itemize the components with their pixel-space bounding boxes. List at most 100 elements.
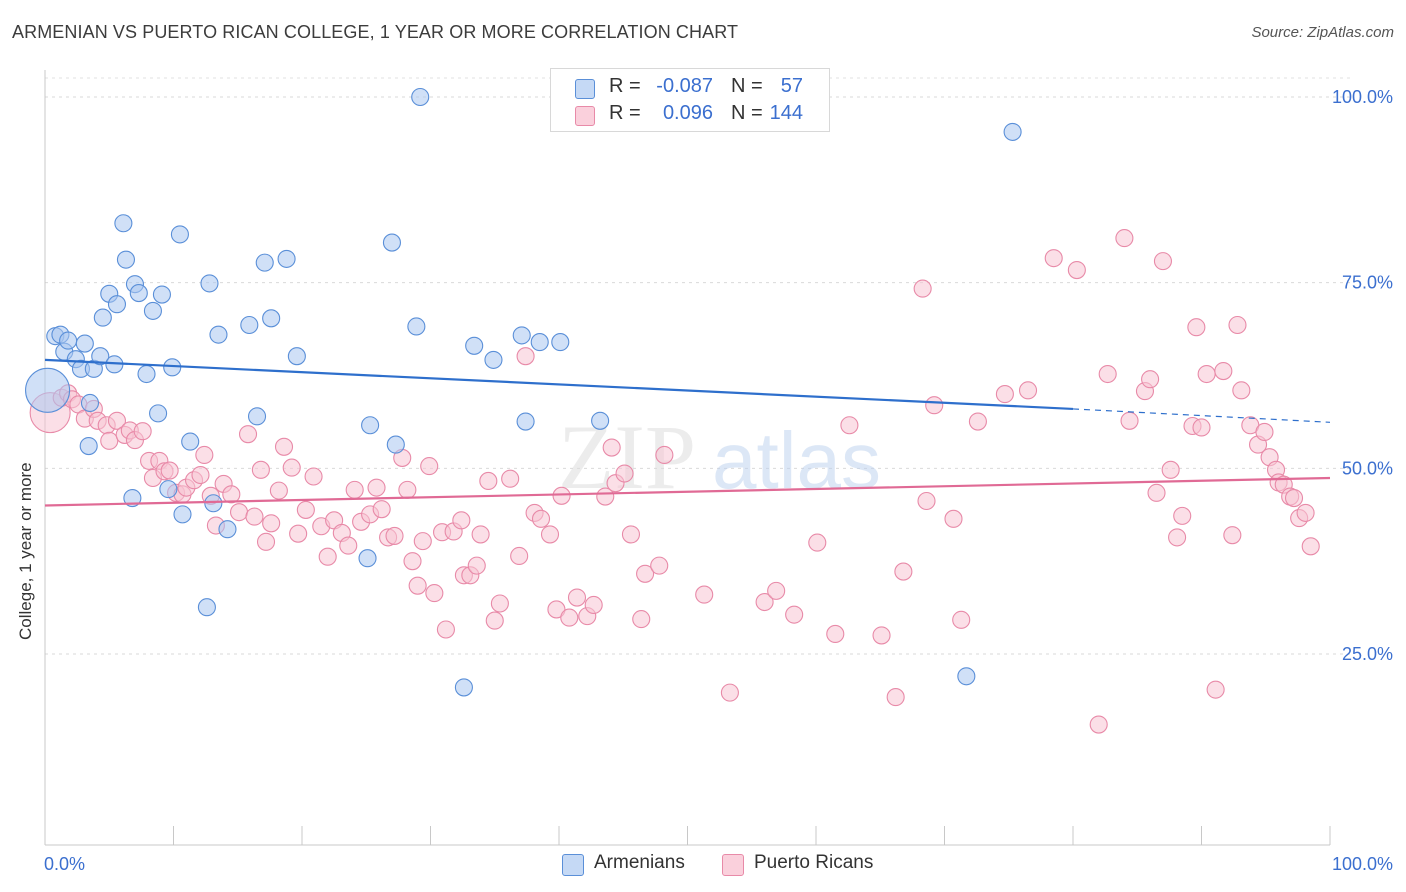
r-label: R = (609, 75, 641, 97)
puerto-rican-point (490, 594, 509, 613)
y-tick-label: 25.0% (1342, 644, 1393, 664)
armenian-point (93, 308, 112, 327)
puerto-rican-point (650, 556, 669, 575)
armenian-point (91, 347, 110, 366)
puerto-rican-point (1228, 315, 1247, 335)
puerto-rican-point (917, 491, 936, 511)
puerto-rican-point (826, 624, 845, 643)
armenian-point (173, 505, 192, 524)
puerto-rican-point (222, 485, 241, 504)
puerto-rican-point (1187, 318, 1206, 337)
stats-row-puerto-ricans: R = 0.096 N = 144 (551, 102, 829, 128)
puerto-rican-point (485, 611, 504, 630)
puerto-rican-point (282, 458, 301, 477)
armenian-point (465, 336, 484, 355)
puerto-rican-point (968, 412, 987, 431)
puerto-rican-point (479, 471, 498, 491)
armenian-point (247, 407, 267, 426)
armenian-point (262, 309, 281, 328)
puerto-rican-point (1141, 370, 1160, 389)
puerto-rican-point (1255, 422, 1274, 441)
armenian-swatch (562, 854, 584, 876)
puerto-rican-point (107, 411, 127, 430)
puerto-rican-point (1284, 488, 1304, 508)
armenian-point (137, 364, 156, 384)
armenian-point (114, 214, 133, 233)
n-value: 57 (780, 75, 803, 97)
puerto-rican-point (245, 507, 264, 526)
armenian-point (530, 333, 549, 352)
puerto-rican-point (413, 532, 432, 551)
puerto-rican-point (262, 514, 281, 533)
armenian-point (1003, 122, 1022, 141)
puerto-rican-point (372, 500, 391, 519)
armenian-point (197, 598, 216, 617)
trend-lines (44, 358, 1331, 507)
puerto-rican-point (318, 547, 337, 566)
puerto-rican-point (584, 595, 603, 615)
puerto-rican-point (547, 600, 566, 619)
puerto-rican-point (1018, 381, 1038, 400)
y-tick-label: 100.0% (1332, 87, 1393, 107)
puerto-rican-point (229, 503, 249, 522)
armenian-point (287, 347, 306, 366)
x-tick-label: 100.0% (1332, 854, 1393, 874)
puerto-rican-point (1223, 526, 1242, 545)
puerto-rican-point (501, 469, 520, 488)
puerto-rican-point (621, 525, 641, 544)
puerto-rican-point (1147, 483, 1166, 502)
armenian-point (80, 393, 100, 413)
armenian-point (107, 295, 127, 314)
armenian-point (79, 437, 98, 456)
armenian-point (152, 285, 171, 304)
puerto-rican-point (615, 464, 634, 483)
puerto-rican-point (1214, 361, 1233, 381)
r-value: 0.096 (662, 102, 713, 124)
chart-title: ARMENIAN VS PUERTO RICAN COLLEGE, 1 YEAR… (12, 22, 739, 42)
y-tick-label: 75.0% (1342, 273, 1393, 293)
puerto-rican-point (471, 525, 490, 544)
armenian-point (181, 432, 200, 451)
puerto-rican-point (296, 500, 315, 519)
puerto-rican-point (256, 532, 276, 551)
armenian-swatch (575, 79, 595, 99)
puerto-rican-point (274, 437, 294, 456)
puerto-rican-point (1168, 528, 1187, 547)
puerto-rican-point (632, 610, 651, 629)
armenian-point (512, 326, 531, 345)
stats-legend: R = -0.087 N = 57 R = 0.096 N = 144 (550, 68, 830, 132)
puerto-rican-point (1192, 418, 1211, 437)
puerto-rican-point (995, 385, 1014, 404)
gridlines (45, 77, 1350, 655)
puerto-rican-point (467, 556, 486, 575)
puerto-rican-point (1044, 249, 1063, 268)
puerto-rican-swatch (722, 854, 744, 876)
puerto-rican-point (531, 509, 551, 528)
armenian-point (209, 325, 228, 344)
puerto-rican-point (408, 576, 427, 595)
puerto-rican-point (808, 533, 827, 552)
n-value: 144 (769, 102, 803, 124)
armenian-point (407, 317, 426, 336)
armenian-point (591, 411, 610, 430)
puerto-rican-point (195, 445, 214, 465)
puerto-rican-point (304, 467, 323, 486)
puerto-rican-point (1153, 252, 1172, 271)
puerto-rican-point (339, 536, 358, 555)
puerto-rican-point (1120, 411, 1139, 430)
puerto-rican-point (1161, 460, 1180, 479)
puerto-rican-point (720, 683, 739, 702)
puerto-rican-point (636, 564, 655, 583)
puerto-rican-point (160, 461, 179, 480)
puerto-rican-point (1098, 364, 1117, 384)
axes (44, 70, 1331, 846)
puerto-rican-point (1067, 260, 1086, 280)
armenian-point (358, 549, 377, 568)
puerto-rican-point (269, 481, 288, 500)
puerto-rican-point (452, 511, 471, 530)
puerto-rican-point (872, 626, 891, 645)
x-tick-label: 0.0% (44, 854, 85, 874)
puerto-rican-point (345, 480, 364, 499)
puerto-rican-point (1206, 680, 1225, 699)
puerto-rican-point (516, 347, 535, 366)
